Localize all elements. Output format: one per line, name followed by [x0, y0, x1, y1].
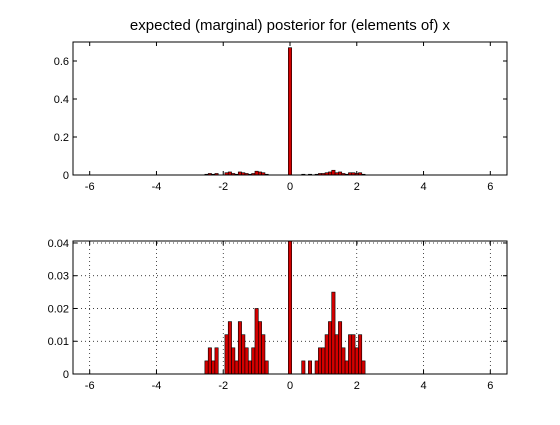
x-tick-label: 6 [487, 380, 493, 392]
y-tick-label: 0.02 [48, 303, 69, 315]
bar [324, 334, 329, 374]
x-tick-label: 2 [354, 181, 360, 193]
x-tick-label: -2 [218, 380, 228, 392]
y-tick-label: 0 [63, 170, 69, 182]
x-tick-label: -6 [85, 380, 95, 392]
bar [224, 334, 229, 374]
y-tick-label: 0.4 [54, 94, 69, 106]
bar [331, 169, 336, 175]
bar [254, 170, 259, 175]
bar [234, 360, 239, 374]
axes-box [72, 240, 508, 375]
axes-box [72, 41, 508, 176]
bar [247, 360, 252, 374]
x-tick-label: -2 [218, 181, 228, 193]
bar [261, 334, 266, 374]
x-tick-label: 4 [420, 181, 426, 193]
bar [308, 360, 313, 374]
bar [288, 47, 292, 175]
bar [237, 321, 242, 374]
x-tick-label: -4 [152, 380, 162, 392]
x-tick-label: 4 [420, 380, 426, 392]
bar [344, 360, 349, 374]
y-tick-label: 0.01 [48, 336, 69, 348]
bar [204, 360, 209, 374]
bar [341, 347, 346, 374]
bar [257, 321, 262, 374]
y-tick-label: 0.6 [54, 56, 69, 68]
bar [328, 321, 333, 374]
bar [211, 360, 216, 374]
bar [261, 172, 266, 175]
bar [207, 347, 212, 374]
plot-area [204, 241, 366, 374]
bar [361, 360, 366, 374]
x-tick-label: 0 [287, 380, 293, 392]
bar [314, 360, 319, 374]
x-tick-label: 0 [287, 181, 293, 193]
bar [338, 321, 343, 374]
x-tick-label: -6 [85, 181, 95, 193]
y-tick-label: 0.2 [54, 132, 69, 144]
bar [251, 347, 256, 374]
bar [227, 321, 232, 374]
chart-title: expected (marginal) posterior for (eleme… [130, 17, 451, 34]
bar [301, 360, 306, 374]
y-tick-label: 0 [63, 369, 69, 381]
bar [354, 347, 359, 374]
bar [321, 347, 326, 374]
bar [358, 172, 363, 175]
x-tick-label: -4 [152, 181, 162, 193]
bar [264, 360, 269, 374]
bar [254, 308, 259, 374]
bar [348, 334, 353, 374]
bar [231, 347, 236, 374]
bar [244, 347, 249, 374]
y-tick-label: 0.03 [48, 271, 69, 283]
bar [214, 347, 219, 374]
bar [241, 334, 246, 374]
bar [318, 347, 323, 374]
y-tick-label: 0.04 [48, 238, 69, 250]
bar [331, 291, 336, 374]
x-tick-label: 6 [487, 181, 493, 193]
bar [334, 334, 339, 374]
bar [351, 334, 356, 374]
bar [288, 241, 292, 374]
bar [358, 334, 363, 374]
x-tick-label: 2 [354, 380, 360, 392]
